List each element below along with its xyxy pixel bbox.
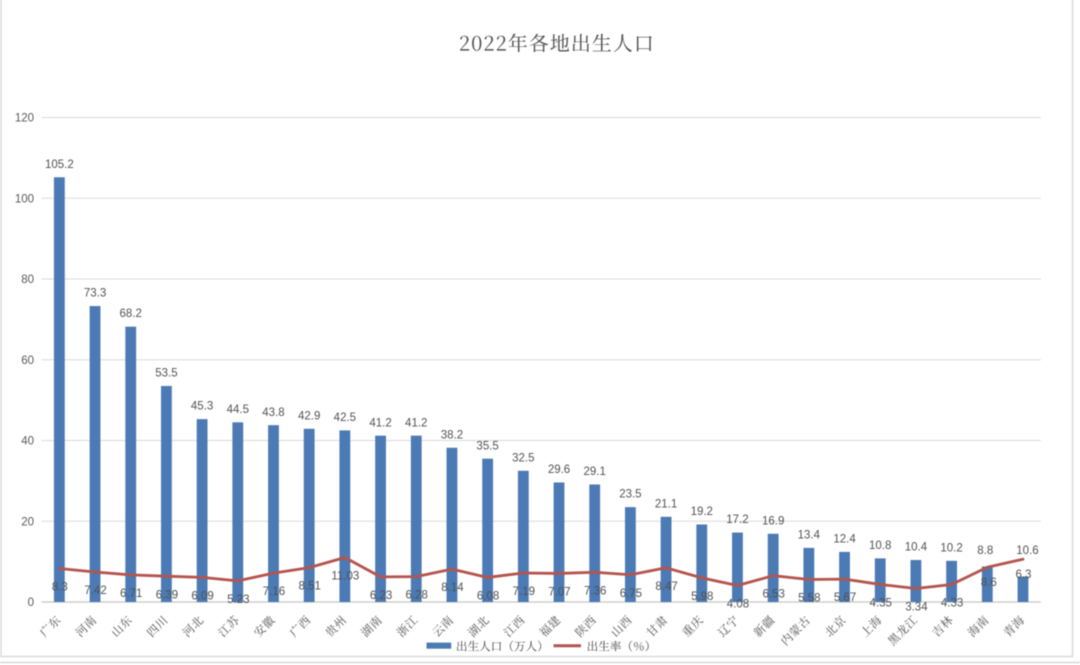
svg-text:8.8: 8.8 xyxy=(977,545,993,557)
svg-text:32.5: 32.5 xyxy=(512,452,534,464)
svg-text:7.16: 7.16 xyxy=(263,586,285,598)
svg-text:23.5: 23.5 xyxy=(619,489,641,501)
svg-text:53.5: 53.5 xyxy=(155,368,177,380)
svg-text:8.47: 8.47 xyxy=(655,581,677,593)
svg-text:13.4: 13.4 xyxy=(798,530,821,542)
svg-text:73.3: 73.3 xyxy=(84,288,106,300)
svg-text:12.4: 12.4 xyxy=(833,534,856,546)
svg-text:6.23: 6.23 xyxy=(370,590,392,602)
svg-text:68.2: 68.2 xyxy=(120,308,142,320)
svg-text:6.09: 6.09 xyxy=(191,591,213,603)
svg-text:16.9: 16.9 xyxy=(762,515,784,527)
svg-text:5.98: 5.98 xyxy=(691,591,713,603)
svg-text:3.34: 3.34 xyxy=(905,602,928,614)
svg-text:21.1: 21.1 xyxy=(655,498,677,510)
svg-text:41.2: 41.2 xyxy=(405,417,427,429)
svg-text:80: 80 xyxy=(21,274,34,286)
svg-text:10.4: 10.4 xyxy=(905,542,928,554)
svg-text:8.3: 8.3 xyxy=(52,582,68,594)
svg-text:19.2: 19.2 xyxy=(691,506,713,518)
svg-text:8.14: 8.14 xyxy=(441,582,464,594)
svg-text:41.2: 41.2 xyxy=(369,417,391,429)
svg-text:38.2: 38.2 xyxy=(441,429,463,441)
svg-text:11.03: 11.03 xyxy=(331,571,359,583)
svg-text:6.75: 6.75 xyxy=(620,588,642,600)
svg-text:60: 60 xyxy=(21,355,34,367)
svg-text:6.71: 6.71 xyxy=(120,588,142,600)
svg-text:42.9: 42.9 xyxy=(298,410,320,422)
svg-text:120: 120 xyxy=(15,113,34,125)
svg-text:7.19: 7.19 xyxy=(513,586,535,598)
svg-text:6.08: 6.08 xyxy=(477,591,499,603)
svg-text:42.5: 42.5 xyxy=(334,412,356,424)
svg-text:7.42: 7.42 xyxy=(84,585,106,597)
svg-text:5.67: 5.67 xyxy=(834,592,856,604)
svg-text:35.5: 35.5 xyxy=(476,440,498,452)
svg-text:6.39: 6.39 xyxy=(156,589,178,601)
svg-text:29.6: 29.6 xyxy=(548,464,570,476)
svg-text:8.51: 8.51 xyxy=(298,581,320,593)
svg-text:105.2: 105.2 xyxy=(45,159,74,171)
svg-text:10.8: 10.8 xyxy=(869,540,891,552)
svg-text:4.35: 4.35 xyxy=(870,598,892,610)
svg-text:20: 20 xyxy=(21,516,34,528)
svg-text:5.58: 5.58 xyxy=(798,593,820,605)
svg-text:7.07: 7.07 xyxy=(548,587,570,599)
svg-text:44.5: 44.5 xyxy=(227,404,249,416)
svg-text:4.08: 4.08 xyxy=(727,599,749,611)
svg-text:17.2: 17.2 xyxy=(726,514,748,526)
svg-text:6.3: 6.3 xyxy=(1015,569,1031,581)
svg-text:8.6: 8.6 xyxy=(981,577,997,589)
svg-text:45.3: 45.3 xyxy=(191,401,213,413)
svg-text:10.2: 10.2 xyxy=(940,542,962,554)
svg-text:43.8: 43.8 xyxy=(262,407,284,419)
svg-text:0: 0 xyxy=(28,597,34,609)
svg-text:40: 40 xyxy=(21,436,34,448)
svg-text:5.23: 5.23 xyxy=(227,594,249,606)
svg-text:7.36: 7.36 xyxy=(584,585,606,597)
svg-text:100: 100 xyxy=(15,193,34,205)
svg-text:29.1: 29.1 xyxy=(584,466,606,478)
svg-text:4.33: 4.33 xyxy=(941,598,963,610)
svg-text:10.6: 10.6 xyxy=(1016,545,1038,557)
svg-text:6.28: 6.28 xyxy=(406,590,428,602)
svg-text:6.53: 6.53 xyxy=(762,589,784,601)
